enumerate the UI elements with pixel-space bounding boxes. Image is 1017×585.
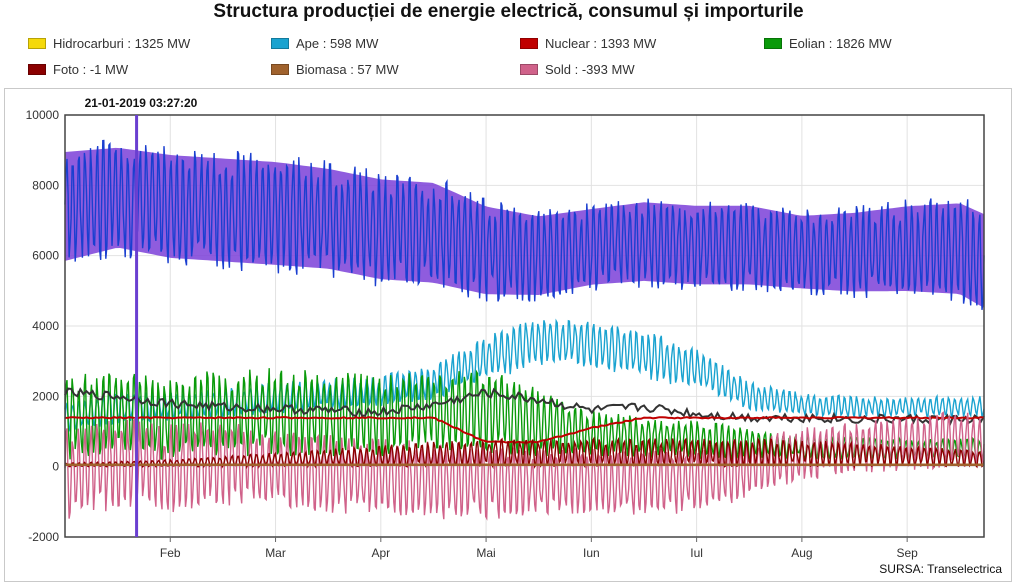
legend-item-foto[interactable]: Foto : -1 MW — [28, 59, 128, 79]
series-hidrocarburi-line[interactable] — [64, 387, 985, 427]
legend-item-sold[interactable]: Sold : -393 MW — [520, 59, 635, 79]
legend-item-eolian[interactable]: Eolian : 1826 MW — [764, 33, 892, 53]
series-consum-line[interactable] — [64, 139, 985, 310]
legend-swatch-biomasa — [271, 63, 289, 75]
series-nuclear-line[interactable] — [64, 416, 985, 444]
y-tick-label: 10000 — [26, 108, 60, 122]
legend-item-nuclear[interactable]: Nuclear : 1393 MW — [520, 33, 656, 53]
legend-label-foto: Foto : -1 MW — [53, 61, 129, 77]
chart-title: Structura producției de energie electric… — [213, 1, 804, 22]
y-tick-label: 8000 — [32, 178, 59, 192]
y-tick-label: 6000 — [32, 249, 59, 263]
legend-swatch-eolian — [764, 37, 782, 49]
x-tick-label: Feb — [160, 546, 181, 560]
legend-label-eolian: Eolian : 1826 MW — [789, 35, 892, 51]
legend-label-nuclear: Nuclear : 1393 MW — [545, 35, 657, 51]
legend-label-biomasa: Biomasa : 57 MW — [296, 61, 399, 77]
source-label: SURSA: Transelectrica — [879, 562, 1002, 576]
x-tick-label: Mar — [265, 546, 286, 560]
legend-label-sold: Sold : -393 MW — [545, 61, 635, 77]
legend-item-hidrocarburi[interactable]: Hidrocarburi : 1325 MW — [28, 33, 190, 53]
x-tick-label: Apr — [371, 546, 390, 560]
legend-swatch-sold — [520, 63, 538, 75]
legend-swatch-hidrocarburi — [28, 37, 46, 49]
plot-border — [64, 114, 985, 538]
chart-plot[interactable]: 10000 8000 6000 4000 2000 0 -2000 Feb Mar Apr Mai… — [5, 89, 1011, 581]
y-tick-label: -2000 — [28, 530, 59, 544]
x-tick-label: Mai — [476, 546, 495, 560]
legend-item-biomasa[interactable]: Biomasa : 57 MW — [271, 59, 399, 79]
x-axis: Feb Mar Apr Mai Iun Iul Aug Sep — [160, 537, 918, 560]
y-tick-label: 4000 — [32, 319, 59, 333]
series-layer — [64, 139, 985, 521]
legend-item-ape[interactable]: Ape : 598 MW — [271, 33, 378, 53]
y-tick-label: 0 — [52, 460, 59, 474]
x-tick-label: Iun — [583, 546, 600, 560]
x-tick-label: Sep — [896, 546, 918, 560]
legend-swatch-foto — [28, 63, 46, 75]
series-foto-line[interactable] — [64, 436, 985, 470]
y-tick-label: 2000 — [32, 389, 59, 403]
x-tick-label: Aug — [791, 546, 812, 560]
y-axis: 10000 8000 6000 4000 2000 0 -2000 — [26, 108, 60, 544]
legend-label-ape: Ape : 598 MW — [296, 35, 379, 51]
time-cursor-label: 21-01-2019 03:27:20 — [85, 96, 198, 110]
chart-frame: 10000 8000 6000 4000 2000 0 -2000 Feb Mar Apr Mai… — [4, 88, 1012, 582]
x-tick-label: Iul — [690, 546, 703, 560]
chart-legend: Hidrocarburi : 1325 MW Ape : 598 MW Nucl… — [28, 33, 1008, 83]
legend-swatch-nuclear — [520, 37, 538, 49]
legend-label-hidrocarburi: Hidrocarburi : 1325 MW — [53, 35, 191, 51]
legend-swatch-ape — [271, 37, 289, 49]
